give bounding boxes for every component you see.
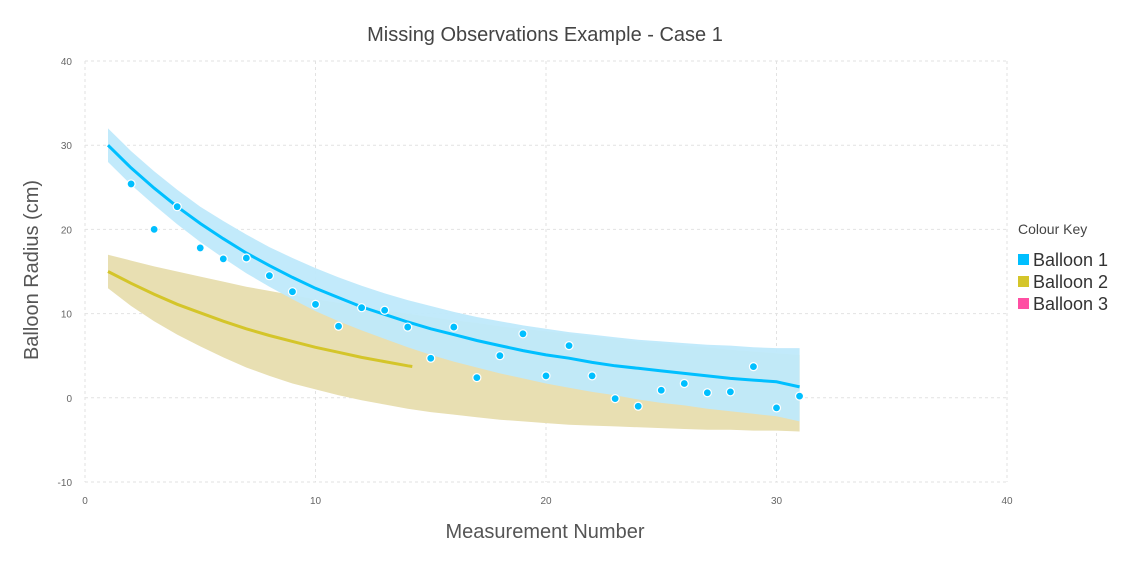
data-point [287, 287, 298, 297]
data-point [264, 271, 274, 281]
y-tick-label: 10 [61, 310, 73, 321]
x-tick-label: 10 [310, 496, 322, 507]
legend-swatch [1018, 298, 1029, 309]
y-tick-label: 40 [61, 57, 73, 68]
data-point [541, 371, 551, 381]
data-point [679, 378, 689, 389]
legend-swatch [1018, 276, 1029, 287]
fit-line-balloon-2 [107, 270, 413, 368]
data-point [310, 299, 321, 309]
x-tick-labels: 0 10 20 30 40 [82, 496, 1013, 507]
data-point [172, 202, 182, 212]
data-point [771, 403, 782, 413]
y-tick-labels: -10 0 10 20 30 40 [58, 57, 73, 489]
fit-lines [106, 144, 800, 389]
observation-points [126, 179, 805, 413]
data-point [357, 303, 367, 313]
data-point [241, 253, 251, 263]
legend-label: Balloon 1 [1033, 250, 1108, 270]
y-tick-label: 20 [61, 225, 73, 236]
legend-label: Balloon 3 [1033, 294, 1108, 314]
data-point [587, 371, 597, 381]
y-tick-label: 0 [66, 394, 72, 405]
legend-title: Colour Key [1018, 221, 1087, 237]
data-point [218, 254, 228, 264]
data-point [426, 353, 436, 363]
x-tick-label: 0 [82, 496, 88, 507]
data-point [495, 351, 505, 361]
data-point [518, 329, 528, 339]
data-point [564, 340, 574, 351]
x-axis-label: Measurement Number [446, 521, 645, 543]
data-point [380, 305, 390, 315]
data-point [195, 243, 205, 253]
chart-title: Missing Observations Example - Case 1 [367, 24, 723, 46]
confidence-bands [107, 128, 800, 432]
x-tick-label: 20 [540, 496, 552, 507]
data-point [610, 394, 620, 404]
data-point [794, 391, 805, 401]
data-point [748, 362, 759, 372]
y-axis-label: Balloon Radius (cm) [21, 180, 43, 360]
data-point [403, 322, 413, 332]
legend-swatch [1018, 254, 1029, 265]
data-point [126, 179, 136, 189]
data-point [702, 388, 712, 398]
data-point [725, 387, 736, 397]
grid [84, 60, 1008, 483]
data-point [449, 322, 459, 332]
y-tick-label: 30 [61, 141, 73, 152]
data-point [633, 401, 643, 411]
data-point [149, 224, 159, 234]
fit-line-balloon-1 [106, 144, 800, 389]
x-tick-label: 30 [771, 496, 783, 507]
y-tick-label: -10 [58, 478, 73, 489]
data-point [333, 321, 344, 331]
x-tick-label: 40 [1001, 496, 1013, 507]
data-point [472, 372, 482, 383]
data-point [656, 385, 666, 395]
legend-label: Balloon 2 [1033, 272, 1108, 292]
confidence-band-balloon-1 [108, 128, 800, 422]
